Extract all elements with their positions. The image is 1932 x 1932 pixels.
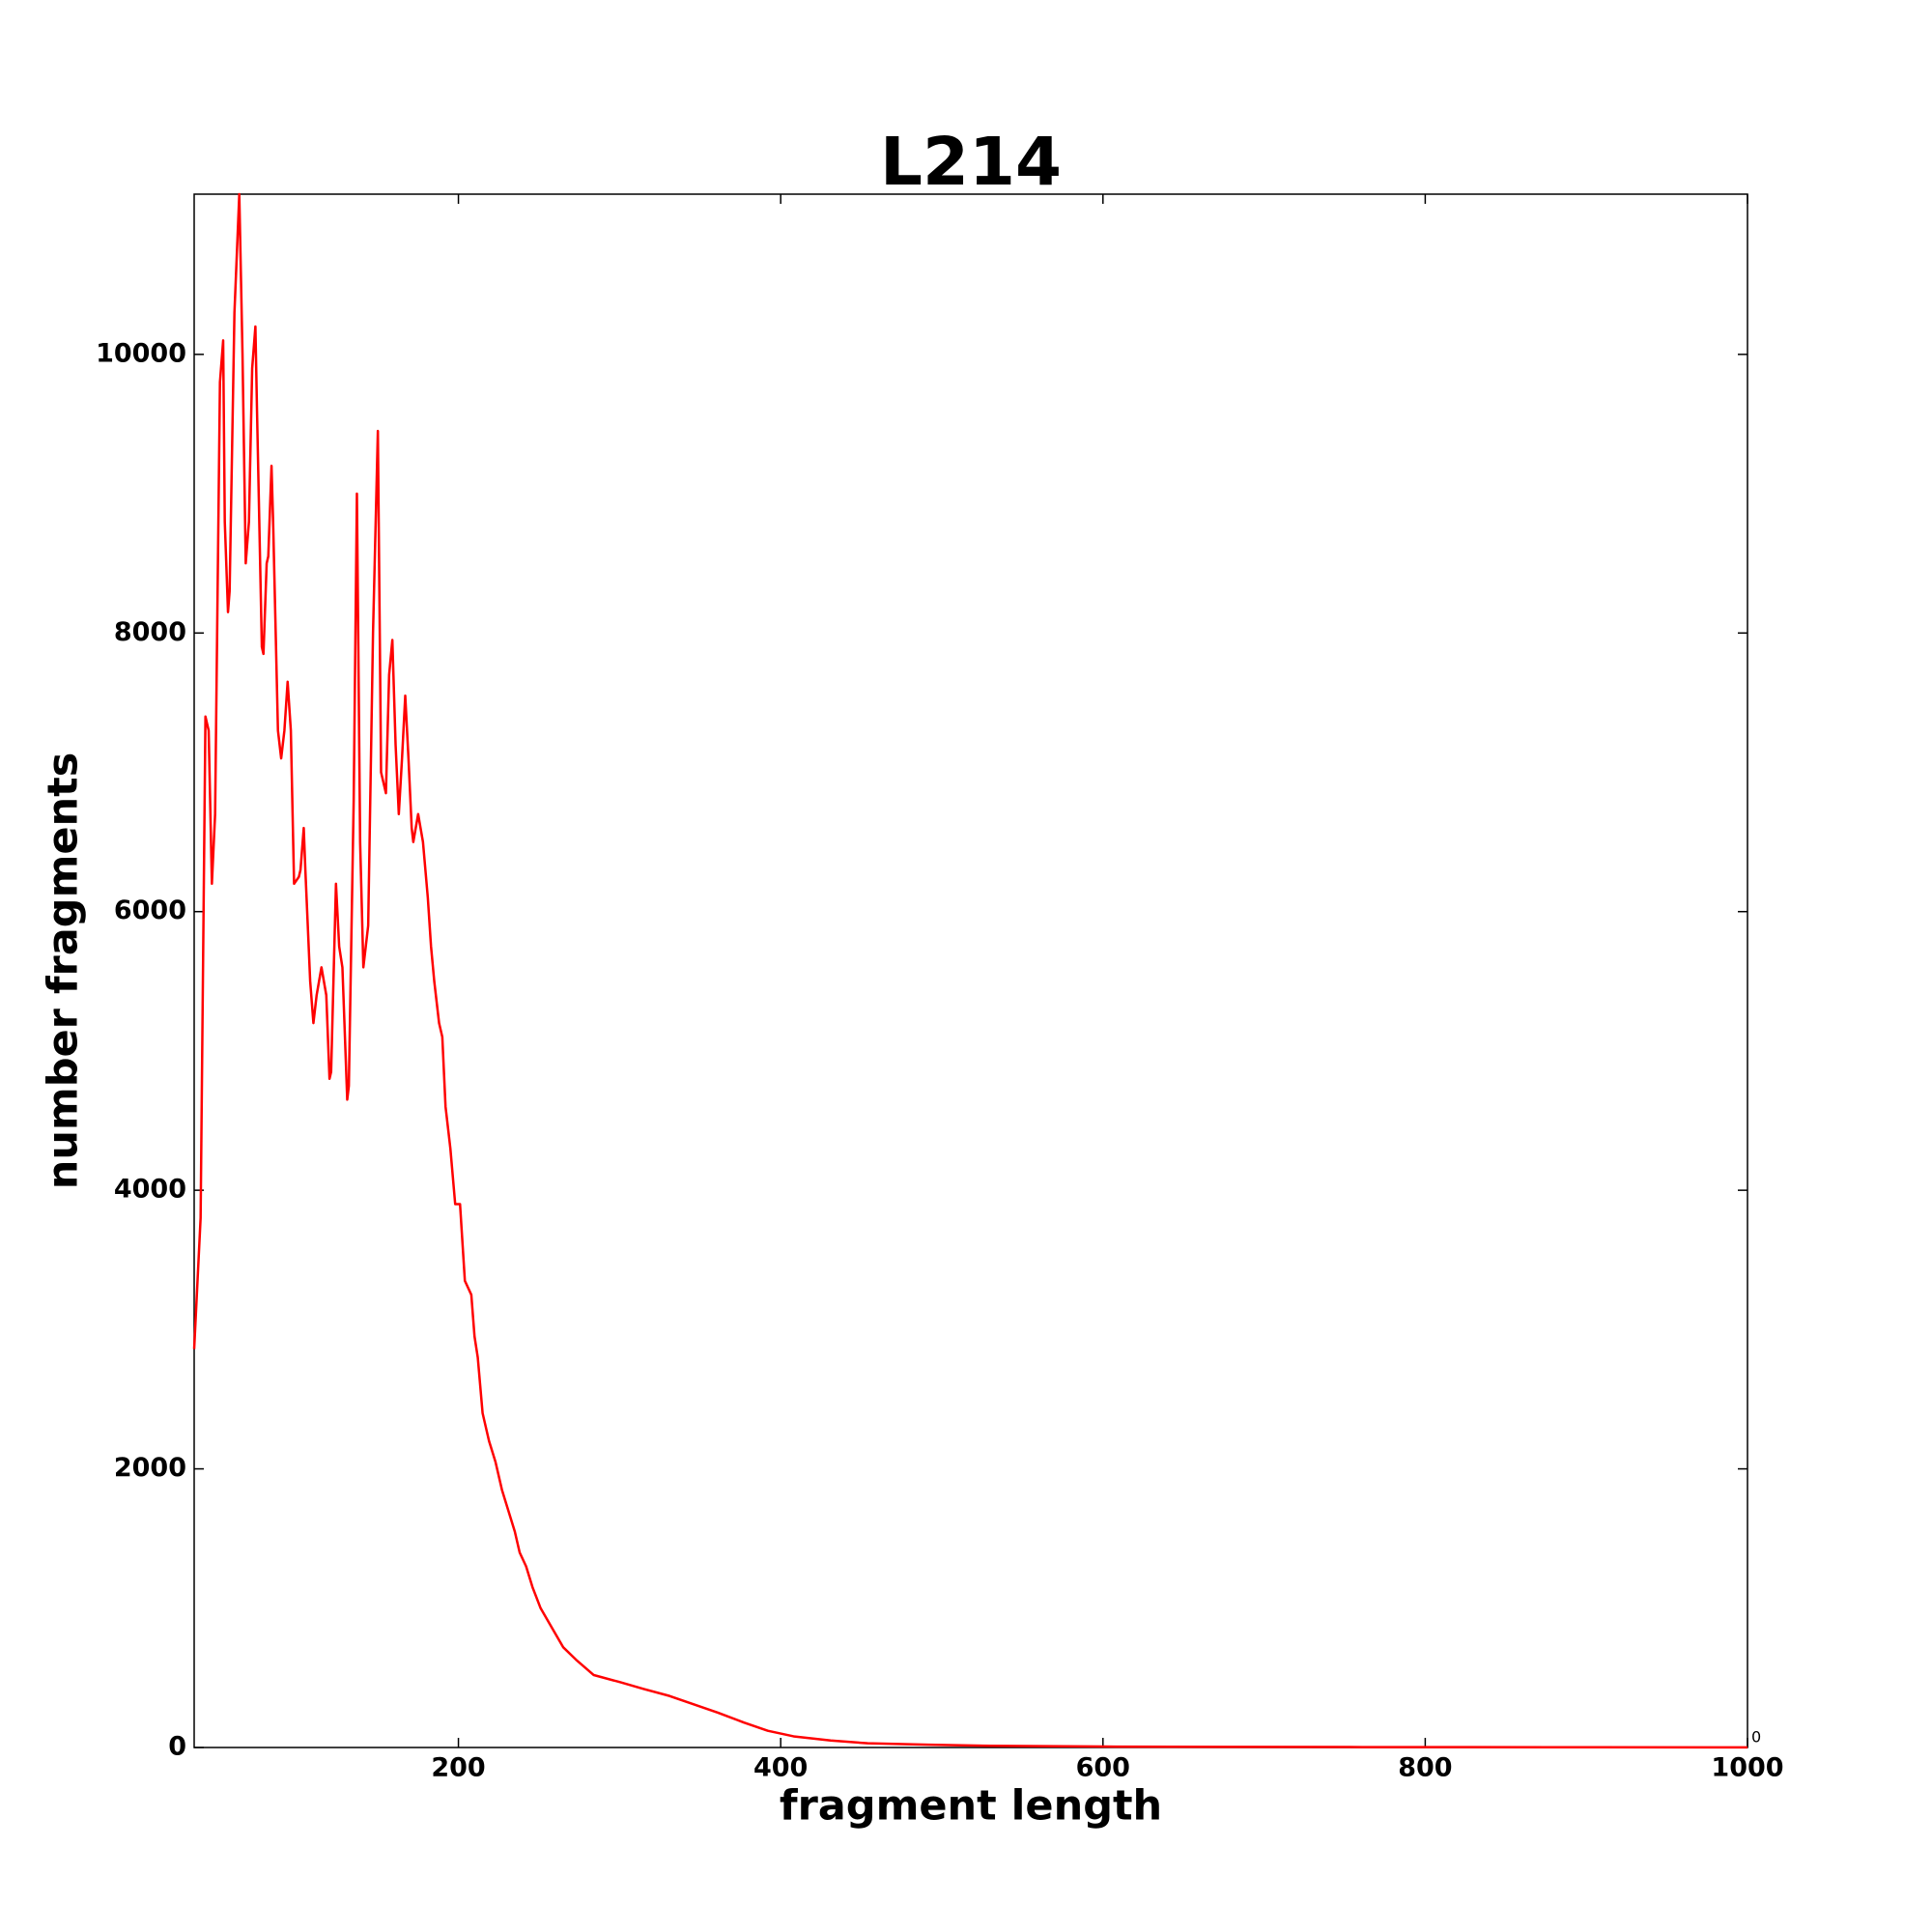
y-tick-label: 4000: [114, 1175, 186, 1205]
x-tick-label: 600: [1076, 1753, 1130, 1783]
x-tick-label: 400: [753, 1753, 808, 1783]
y-tick-label: 2000: [114, 1453, 186, 1483]
x-tick-label: 800: [1398, 1753, 1452, 1783]
y-tick-label: 0: [168, 1732, 186, 1762]
y-axis-label: number fragments: [40, 753, 88, 1190]
x-axis-label: fragment length: [780, 1782, 1162, 1831]
y-tick-label: 6000: [114, 895, 186, 925]
y-tick-label: 8000: [114, 617, 186, 647]
chart-title: L214: [880, 124, 1062, 201]
x-tick-label: 1000: [1711, 1753, 1783, 1783]
plot-frame: [193, 193, 1748, 1748]
data-line: [192, 192, 1748, 1749]
corner-label: 0: [1751, 1728, 1761, 1747]
x-tick-label: 200: [431, 1753, 485, 1783]
y-tick-label: 10000: [96, 338, 186, 368]
